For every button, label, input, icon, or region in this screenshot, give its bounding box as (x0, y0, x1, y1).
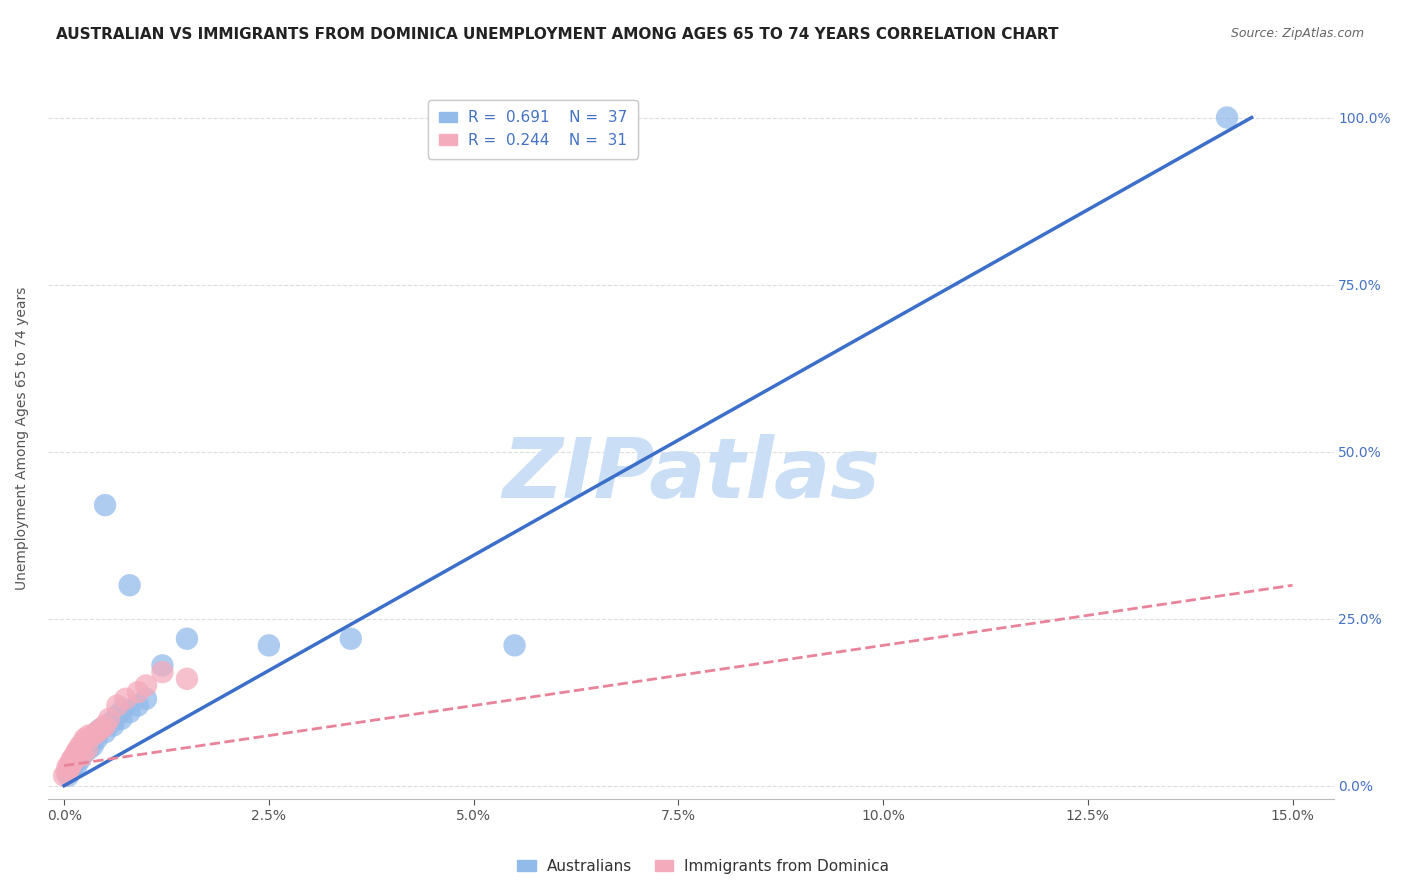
Point (503, 639, 526, 653)
Point (127, 698, 149, 713)
Point (82, 739, 104, 753)
Point (67, 742, 90, 756)
Point (1216, 111, 1239, 125)
Point (63, 752, 86, 766)
Point (62, 750, 84, 764)
Point (76, 735, 98, 749)
Point (67, 747, 90, 761)
Point (55, 765, 77, 780)
Text: ZIPatlas: ZIPatlas (502, 434, 880, 515)
Point (59, 758, 82, 772)
Point (152, 665, 174, 679)
Point (53, 769, 76, 783)
Legend: R =  0.691    N =  37, R =  0.244    N =  31: R = 0.691 N = 37, R = 0.244 N = 31 (429, 100, 638, 159)
Point (86, 731, 108, 746)
Point (82, 729, 104, 743)
Point (66, 744, 89, 758)
Point (70, 744, 93, 758)
Point (59, 757, 82, 772)
Point (86, 725, 108, 739)
Point (105, 698, 128, 713)
Point (65, 745, 87, 759)
Point (65, 758, 87, 772)
Point (127, 685, 149, 699)
Point (60, 753, 83, 767)
Point (70, 748, 93, 763)
Point (69, 752, 91, 766)
Point (94, 718, 117, 732)
Point (58, 765, 80, 780)
Point (58, 762, 80, 776)
Point (67, 748, 90, 763)
Point (73, 731, 96, 746)
Point (112, 702, 135, 716)
Point (59, 764, 82, 778)
Point (135, 691, 157, 706)
Point (90, 722, 112, 736)
Point (75, 733, 97, 747)
Point (60, 756, 83, 770)
Point (94, 725, 117, 739)
Point (118, 705, 141, 719)
Point (110, 712, 132, 726)
Point (118, 578, 141, 592)
Point (100, 715, 122, 730)
Point (77, 742, 100, 756)
Point (176, 672, 198, 686)
Y-axis label: Unemployment Among Ages 65 to 74 years: Unemployment Among Ages 65 to 74 years (15, 286, 30, 590)
Point (56, 760, 79, 774)
Point (339, 632, 361, 646)
Point (94, 498, 117, 512)
Text: Source: ZipAtlas.com: Source: ZipAtlas.com (1230, 27, 1364, 40)
Point (69, 739, 91, 753)
Point (90, 722, 112, 736)
Point (58, 769, 80, 783)
Point (73, 745, 96, 759)
Point (257, 639, 280, 653)
Point (60, 756, 83, 770)
Point (60, 762, 83, 776)
Text: AUSTRALIAN VS IMMIGRANTS FROM DOMINICA UNEMPLOYMENT AMONG AGES 65 TO 74 YEARS CO: AUSTRALIAN VS IMMIGRANTS FROM DOMINICA U… (56, 27, 1059, 42)
Point (70, 739, 93, 753)
Point (152, 658, 174, 673)
Point (87, 723, 110, 738)
Point (76, 742, 98, 756)
Point (63, 753, 86, 767)
Point (77, 729, 100, 743)
Point (103, 718, 125, 732)
Point (114, 691, 136, 706)
Point (135, 678, 157, 692)
Point (79, 733, 101, 747)
Point (105, 708, 128, 723)
Point (98, 712, 121, 726)
Point (63, 757, 86, 772)
Legend: Australians, Immigrants from Dominica: Australians, Immigrants from Dominica (512, 853, 894, 880)
Point (176, 632, 198, 646)
